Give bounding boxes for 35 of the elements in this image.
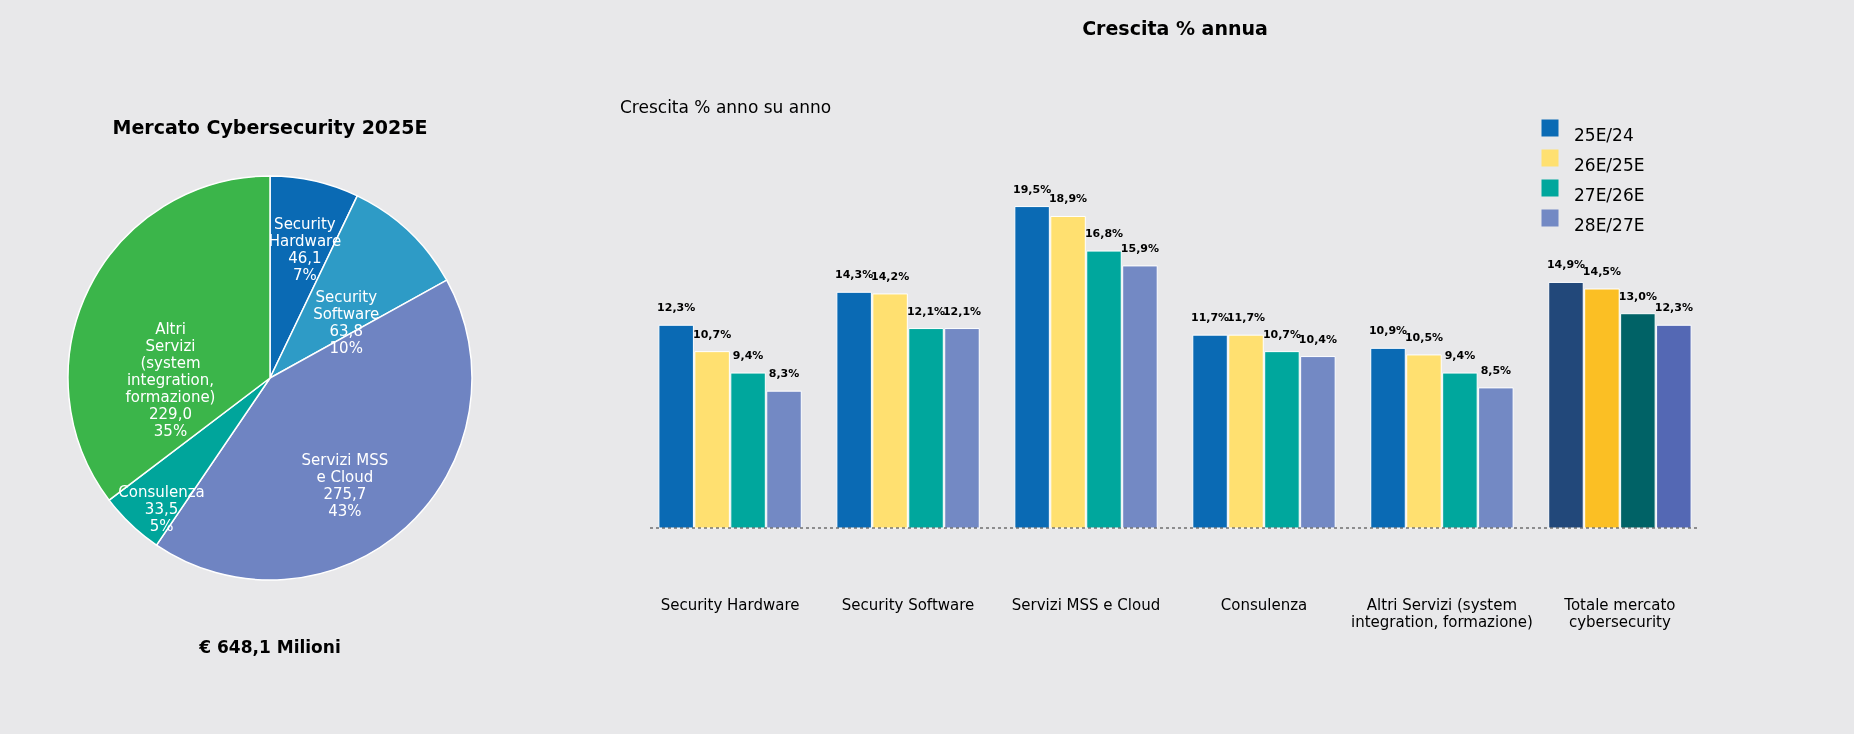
legend-label: 28E/27E <box>1574 215 1645 235</box>
text: € 648,1 Milioni <box>198 637 341 657</box>
data-label: 8,5% <box>1480 363 1512 377</box>
slice-label: Security Software <box>313 288 380 324</box>
data-label: 11,7% <box>1190 311 1230 325</box>
data-label: 46,1 7% <box>288 249 322 285</box>
data-label: 8,3% <box>768 367 800 381</box>
x-tick-label: Security Hardware <box>660 596 800 614</box>
data-label: 10,7% <box>693 327 732 341</box>
data-label: 13,0% <box>1618 289 1657 303</box>
data-label: 9,4% <box>732 349 764 363</box>
chart-title: Crescita % annua <box>1082 17 1268 39</box>
data-label: 10,7% <box>1262 327 1302 341</box>
x-tick-label: Consulenza <box>1220 596 1308 614</box>
data-label: 275,7 43% <box>323 485 367 521</box>
data-label: 9,4% <box>1444 349 1476 363</box>
x-tick-label: Security Software <box>841 596 975 614</box>
data-label: 18,9% <box>1048 192 1088 206</box>
data-label: 12,1% <box>906 304 946 318</box>
data-label: 12,3% <box>657 301 696 315</box>
legend-label: 25E/24 <box>1574 125 1634 145</box>
slice-label: Altri Servizi (system integration, formazione) <box>125 319 216 406</box>
slice-label: Servizi MSS e Cloud <box>301 451 389 487</box>
x-tick-label: Servizi MSS e Cloud <box>1011 596 1161 614</box>
data-label: 12,3% <box>1654 301 1693 315</box>
x-tick-label: Altri Servizi (system integration, formazione) <box>1351 596 1533 631</box>
legend-label: 27E/26E <box>1574 185 1645 205</box>
data-label: 16,8% <box>1084 227 1124 241</box>
x-tick-label: Totale mercato cybersecurity <box>1563 596 1676 631</box>
chart-title: Mercato Cybersecurity 2025E <box>112 116 428 138</box>
text: Crescita % anno su anno <box>620 97 832 117</box>
legend-label: 26E/25E <box>1574 155 1645 175</box>
data-label: 15,9% <box>1120 241 1160 255</box>
data-label: 14,3% <box>835 268 874 282</box>
data-label: 229,0 35% <box>149 404 192 440</box>
